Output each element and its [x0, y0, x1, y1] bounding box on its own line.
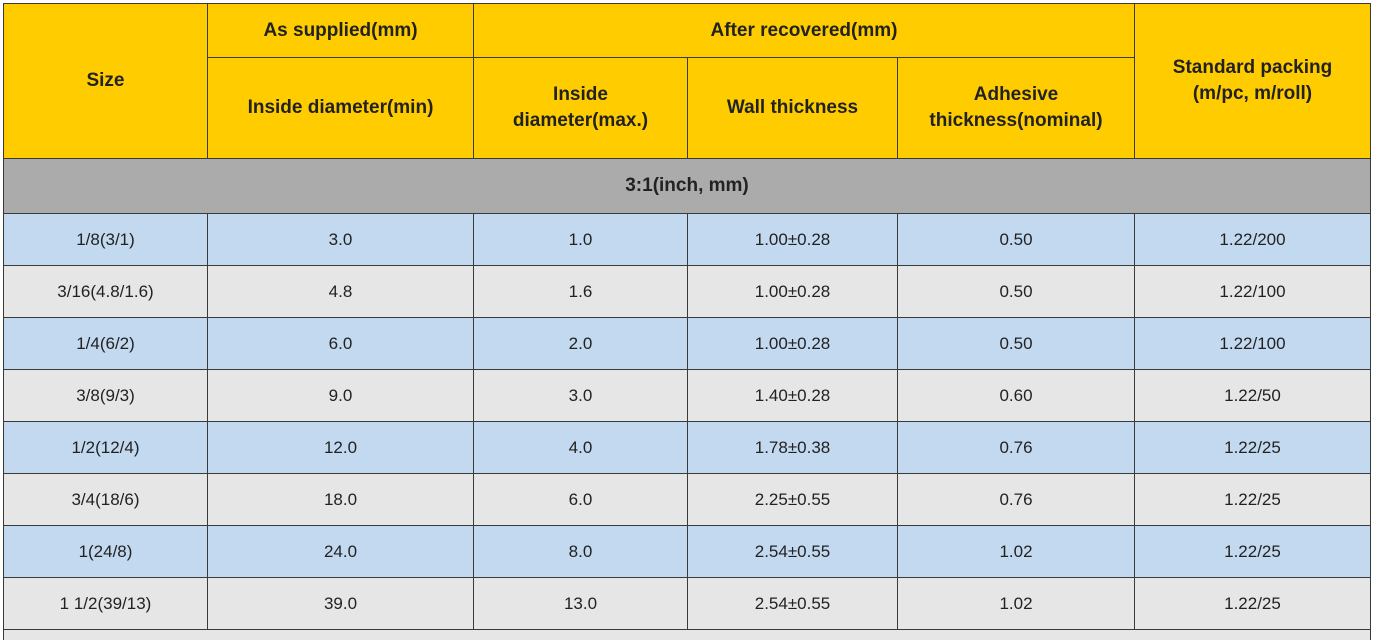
- cell-packing: 1.22/100: [1134, 265, 1371, 318]
- cell-packing: 1.22/50: [1134, 369, 1371, 422]
- cell-packing: 1.22/25: [1134, 421, 1371, 474]
- cell-supplied-id: 3.0: [207, 213, 474, 266]
- cell-recovered-id: 3.0: [473, 369, 688, 422]
- cell-adhesive-thickness: 0.60: [897, 369, 1135, 422]
- cell-wall-thickness: 1.78±0.38: [687, 421, 898, 474]
- cell-supplied-id: 6.0: [207, 317, 474, 370]
- cell-packing: 1.22/25: [1134, 577, 1371, 630]
- cell-size: 1(24/8): [3, 525, 208, 578]
- cell-size: 3/8(9/3): [3, 369, 208, 422]
- header-adhesive-thickness: Adhesive thickness(nominal): [897, 57, 1135, 159]
- cell-packing: 1.22/25: [1134, 525, 1371, 578]
- table-row: 3/4(18/6) 18.0 6.0 2.25±0.55 0.76 1.22/2…: [3, 473, 1371, 526]
- header-inside-diameter-max-line2: diameter(max.): [512, 110, 649, 131]
- cell-adhesive-thickness: 1.02: [897, 525, 1135, 578]
- table-row: 1/2(12/4) 12.0 4.0 1.78±0.38 0.76 1.22/2…: [3, 421, 1371, 474]
- table-row: 1(24/8) 24.0 8.0 2.54±0.55 1.02 1.22/25: [3, 525, 1371, 578]
- header-size: Size: [3, 3, 208, 159]
- cell-adhesive-thickness: 0.76: [897, 473, 1135, 526]
- cell-supplied-id: 4.8: [207, 265, 474, 318]
- table-row: 1/8(3/1) 3.0 1.0 1.00±0.28 0.50 1.22/200: [3, 213, 1371, 266]
- cell-wall-thickness: 2.54±0.55: [687, 577, 898, 630]
- header-inside-diameter-max-line1: Inside: [553, 84, 608, 105]
- cell-size: 1/8(3/1): [3, 213, 208, 266]
- table-row-partial: [3, 629, 1371, 640]
- cell-recovered-id: 8.0: [473, 525, 688, 578]
- header-row-top: Size As supplied(mm) After recovered(mm)…: [3, 3, 1371, 159]
- table-row: 1 1/2(39/13) 39.0 13.0 2.54±0.55 1.02 1.…: [3, 577, 1371, 630]
- cell-wall-thickness: 1.00±0.28: [687, 265, 898, 318]
- section-row: 3:1(inch, mm): [3, 158, 1371, 214]
- header-inside-diameter-min: Inside diameter(min): [207, 57, 474, 159]
- cell-supplied-id: 18.0: [207, 473, 474, 526]
- cell-wall-thickness: 1.00±0.28: [687, 213, 898, 266]
- cell-supplied-id: 9.0: [207, 369, 474, 422]
- cell-recovered-id: 4.0: [473, 421, 688, 474]
- cell-recovered-id: 2.0: [473, 317, 688, 370]
- cell-packing: 1.22/200: [1134, 213, 1371, 266]
- section-title: 3:1(inch, mm): [3, 158, 1371, 214]
- cell-wall-thickness: 1.00±0.28: [687, 317, 898, 370]
- header-standard-packing-line1: Standard packing: [1172, 57, 1333, 78]
- cell-adhesive-thickness: 0.50: [897, 265, 1135, 318]
- cell-adhesive-thickness: 1.02: [897, 577, 1135, 630]
- header-inside-diameter-max: Inside diameter(max.): [473, 57, 688, 159]
- header-standard-packing: Standard packing (m/pc, m/roll): [1134, 3, 1371, 159]
- cell-size: 3/4(18/6): [3, 473, 208, 526]
- cell-size: 1 1/2(39/13): [3, 577, 208, 630]
- header-adhesive-line1: Adhesive: [973, 84, 1059, 105]
- cell-supplied-id: 39.0: [207, 577, 474, 630]
- header-as-supplied: As supplied(mm): [207, 3, 474, 58]
- cell-size: 1/2(12/4): [3, 421, 208, 474]
- cell-adhesive-thickness: 0.76: [897, 421, 1135, 474]
- cut-off-row: [3, 629, 1371, 640]
- table-row: 1/4(6/2) 6.0 2.0 1.00±0.28 0.50 1.22/100: [3, 317, 1371, 370]
- heat-shrink-spec-table: Size As supplied(mm) After recovered(mm)…: [3, 3, 1371, 640]
- cell-wall-thickness: 2.25±0.55: [687, 473, 898, 526]
- cell-supplied-id: 12.0: [207, 421, 474, 474]
- cell-size: 3/16(4.8/1.6): [3, 265, 208, 318]
- cell-recovered-id: 1.6: [473, 265, 688, 318]
- header-row-sub: Inside diameter(min) Inside diameter(max…: [4, 57, 1371, 159]
- cell-adhesive-thickness: 0.50: [897, 213, 1135, 266]
- cell-packing: 1.22/25: [1134, 473, 1371, 526]
- cell-supplied-id: 24.0: [207, 525, 474, 578]
- header-standard-packing-line2: (m/pc, m/roll): [1192, 83, 1313, 104]
- header-wall-thickness: Wall thickness: [687, 57, 898, 159]
- cell-recovered-id: 13.0: [473, 577, 688, 630]
- cell-recovered-id: 6.0: [473, 473, 688, 526]
- table-row: 3/16(4.8/1.6) 4.8 1.6 1.00±0.28 0.50 1.2…: [3, 265, 1371, 318]
- cell-adhesive-thickness: 0.50: [897, 317, 1135, 370]
- cell-recovered-id: 1.0: [473, 213, 688, 266]
- cell-size: 1/4(6/2): [3, 317, 208, 370]
- cell-wall-thickness: 1.40±0.28: [687, 369, 898, 422]
- header-after-recovered: After recovered(mm): [473, 3, 1135, 58]
- cell-packing: 1.22/100: [1134, 317, 1371, 370]
- spec-table-container: Size As supplied(mm) After recovered(mm)…: [3, 3, 1371, 640]
- cell-wall-thickness: 2.54±0.55: [687, 525, 898, 578]
- table-row: 3/8(9/3) 9.0 3.0 1.40±0.28 0.60 1.22/50: [3, 369, 1371, 422]
- header-adhesive-line2: thickness(nominal): [929, 110, 1103, 131]
